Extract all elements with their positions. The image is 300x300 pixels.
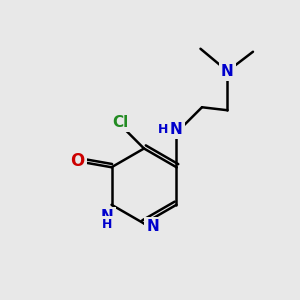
Text: N: N <box>147 219 159 234</box>
Text: N: N <box>100 209 113 224</box>
Text: O: O <box>70 152 85 170</box>
Text: H: H <box>102 218 112 231</box>
Text: N: N <box>221 64 234 79</box>
Text: H: H <box>158 123 168 136</box>
Text: Cl: Cl <box>112 115 129 130</box>
Text: N: N <box>170 122 183 137</box>
